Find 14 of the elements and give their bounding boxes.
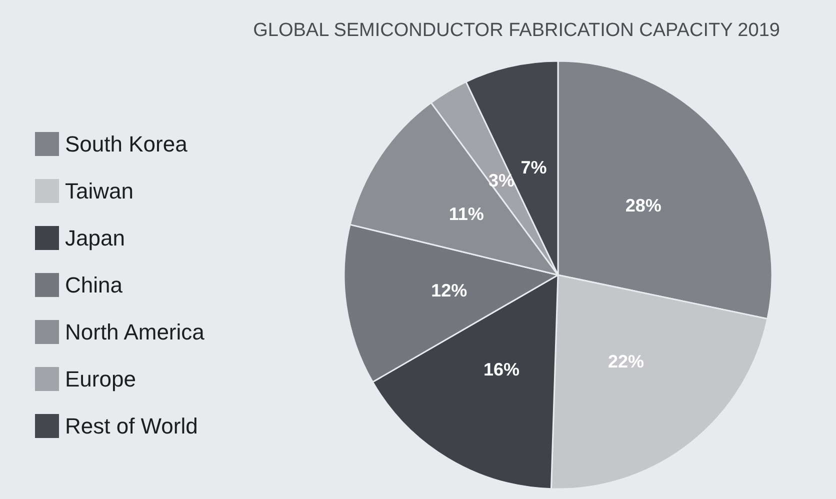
data-label: 28% [625,196,662,216]
legend-label: South Korea [65,132,188,156]
data-label: 12% [431,280,468,301]
legend-label: Europe [65,366,136,392]
data-label: 11% [448,204,484,224]
legend-label: Rest of World [65,414,198,438]
data-label: 16% [483,359,520,380]
legend-label: China [65,272,124,298]
legend-label: North America [65,320,206,344]
legend-label: Taiwan [65,178,134,204]
legend-label: Japan [65,226,125,250]
data-label: 22% [608,351,644,372]
chart-title: GLOBAL SEMICONDUCTOR FABRICATION CAPACITY 2019 [253,20,780,41]
data-label: 7% [520,158,547,178]
